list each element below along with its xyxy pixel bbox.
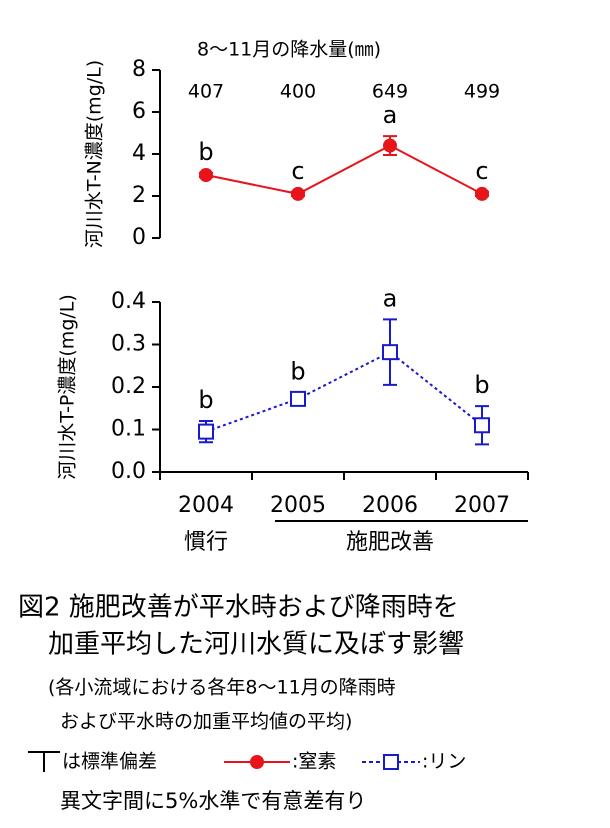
- caption-line: 図2 施肥改善が平水時および降雨時を: [18, 593, 459, 623]
- y-tick-label: 0.0: [111, 459, 146, 484]
- legend-label: :リン: [422, 751, 466, 773]
- data-point: [475, 186, 489, 201]
- x-tick-label: 2007: [454, 493, 510, 518]
- rainfall-value: 407: [188, 81, 224, 103]
- series-line: [205, 350, 483, 433]
- y-tick-label: 0.2: [111, 374, 146, 399]
- y-tick-label: 0.3: [111, 332, 146, 357]
- y-tick-label: 2: [132, 183, 146, 208]
- x-tick-label: 2005: [270, 493, 326, 518]
- data-point: [199, 168, 213, 182]
- significance-letter: c: [291, 157, 304, 185]
- y-tick-label: 6: [132, 99, 146, 124]
- series-line: [205, 144, 483, 195]
- data-point: [290, 390, 306, 407]
- group-label: 施肥改善: [346, 530, 434, 555]
- x-tick-label: 2004: [178, 493, 234, 518]
- data-point: [291, 186, 305, 201]
- y-tick-label: 4: [132, 141, 146, 166]
- data-point: [382, 344, 398, 361]
- legend-label: :窒素: [292, 751, 336, 773]
- significance-letter: a: [383, 284, 398, 312]
- rainfall-value: 400: [280, 81, 316, 103]
- caption-line: および平水時の加重平均値の平均): [60, 711, 352, 733]
- y-axis-label: 河川水T-P濃度(mg/L): [57, 294, 79, 480]
- y-tick-label: 0: [132, 225, 146, 250]
- y-tick-label: 0.1: [111, 417, 146, 442]
- rainfall-title: 8～11月の降水量(㎜): [197, 39, 381, 61]
- caption-line: 加重平均した河川水質に及ぼす影響: [48, 630, 464, 660]
- x-tick-label: 2006: [362, 493, 418, 518]
- error-bar-symbol: [28, 751, 60, 772]
- significance-letter: b: [198, 138, 213, 166]
- significance-letter: a: [383, 101, 398, 129]
- caption-note: 異文字間に5%水準で有意差有り: [60, 789, 366, 813]
- significance-letter: c: [475, 157, 488, 185]
- y-tick-label: 8: [132, 57, 146, 82]
- significance-letter: b: [198, 386, 213, 414]
- data-point: [474, 417, 490, 434]
- group-label: 慣行: [184, 530, 228, 555]
- significance-letter: b: [474, 371, 489, 399]
- rainfall-value: 649: [372, 81, 408, 103]
- caption-line: (各小流域における各年8～11月の降雨時: [48, 677, 396, 699]
- y-tick-label: 0.4: [111, 289, 146, 314]
- data-point: [383, 138, 397, 153]
- rainfall-value: 499: [464, 81, 500, 103]
- error-bar-legend: は標準偏差: [62, 751, 157, 773]
- data-point: [198, 423, 214, 440]
- significance-letter: b: [290, 358, 305, 386]
- legend-marker: [250, 755, 264, 769]
- legend-marker: [383, 754, 399, 770]
- y-axis-label: 河川水T-N濃度(mg/L): [84, 60, 106, 248]
